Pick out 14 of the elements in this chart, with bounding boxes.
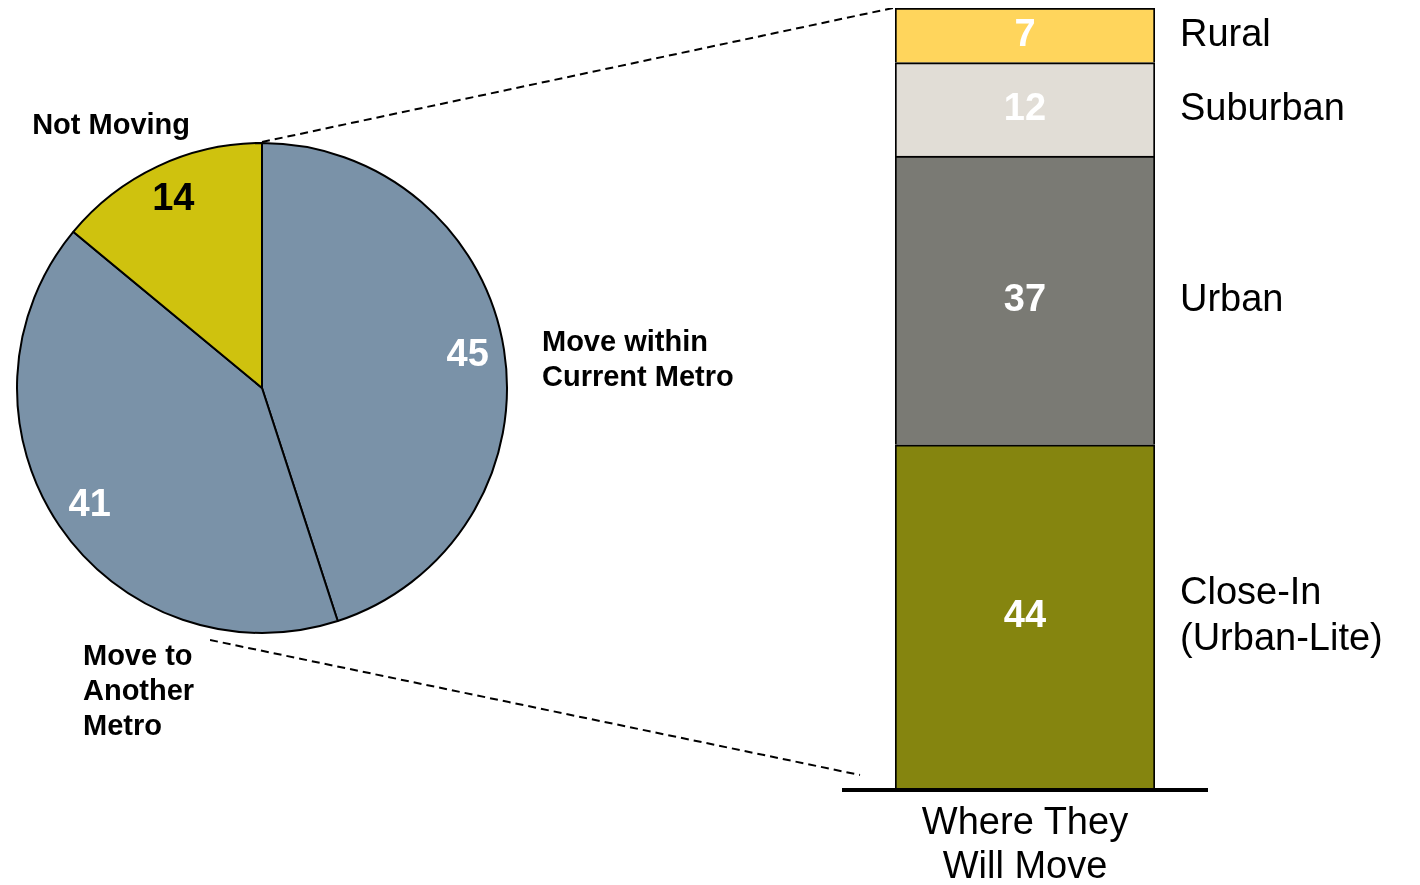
series-label: Rural	[1180, 11, 1271, 54]
series-label: Urban	[1180, 276, 1284, 319]
data-label: 41	[68, 481, 111, 524]
slice-label: Move within Current Metro	[542, 325, 734, 392]
data-label: 37	[1003, 276, 1047, 319]
series-label: Suburban	[1180, 85, 1345, 128]
data-label: 44	[1003, 592, 1047, 635]
slice-label: Not Moving	[32, 108, 190, 140]
data-label: 7	[1014, 11, 1036, 54]
data-label: 14	[152, 176, 195, 219]
data-label: 45	[446, 331, 489, 374]
slice-label: Move to Another Metro	[83, 639, 195, 741]
series-label: Close-In (Urban-Lite)	[1180, 569, 1383, 658]
x-tick-label: Where They Will Move	[921, 800, 1129, 885]
